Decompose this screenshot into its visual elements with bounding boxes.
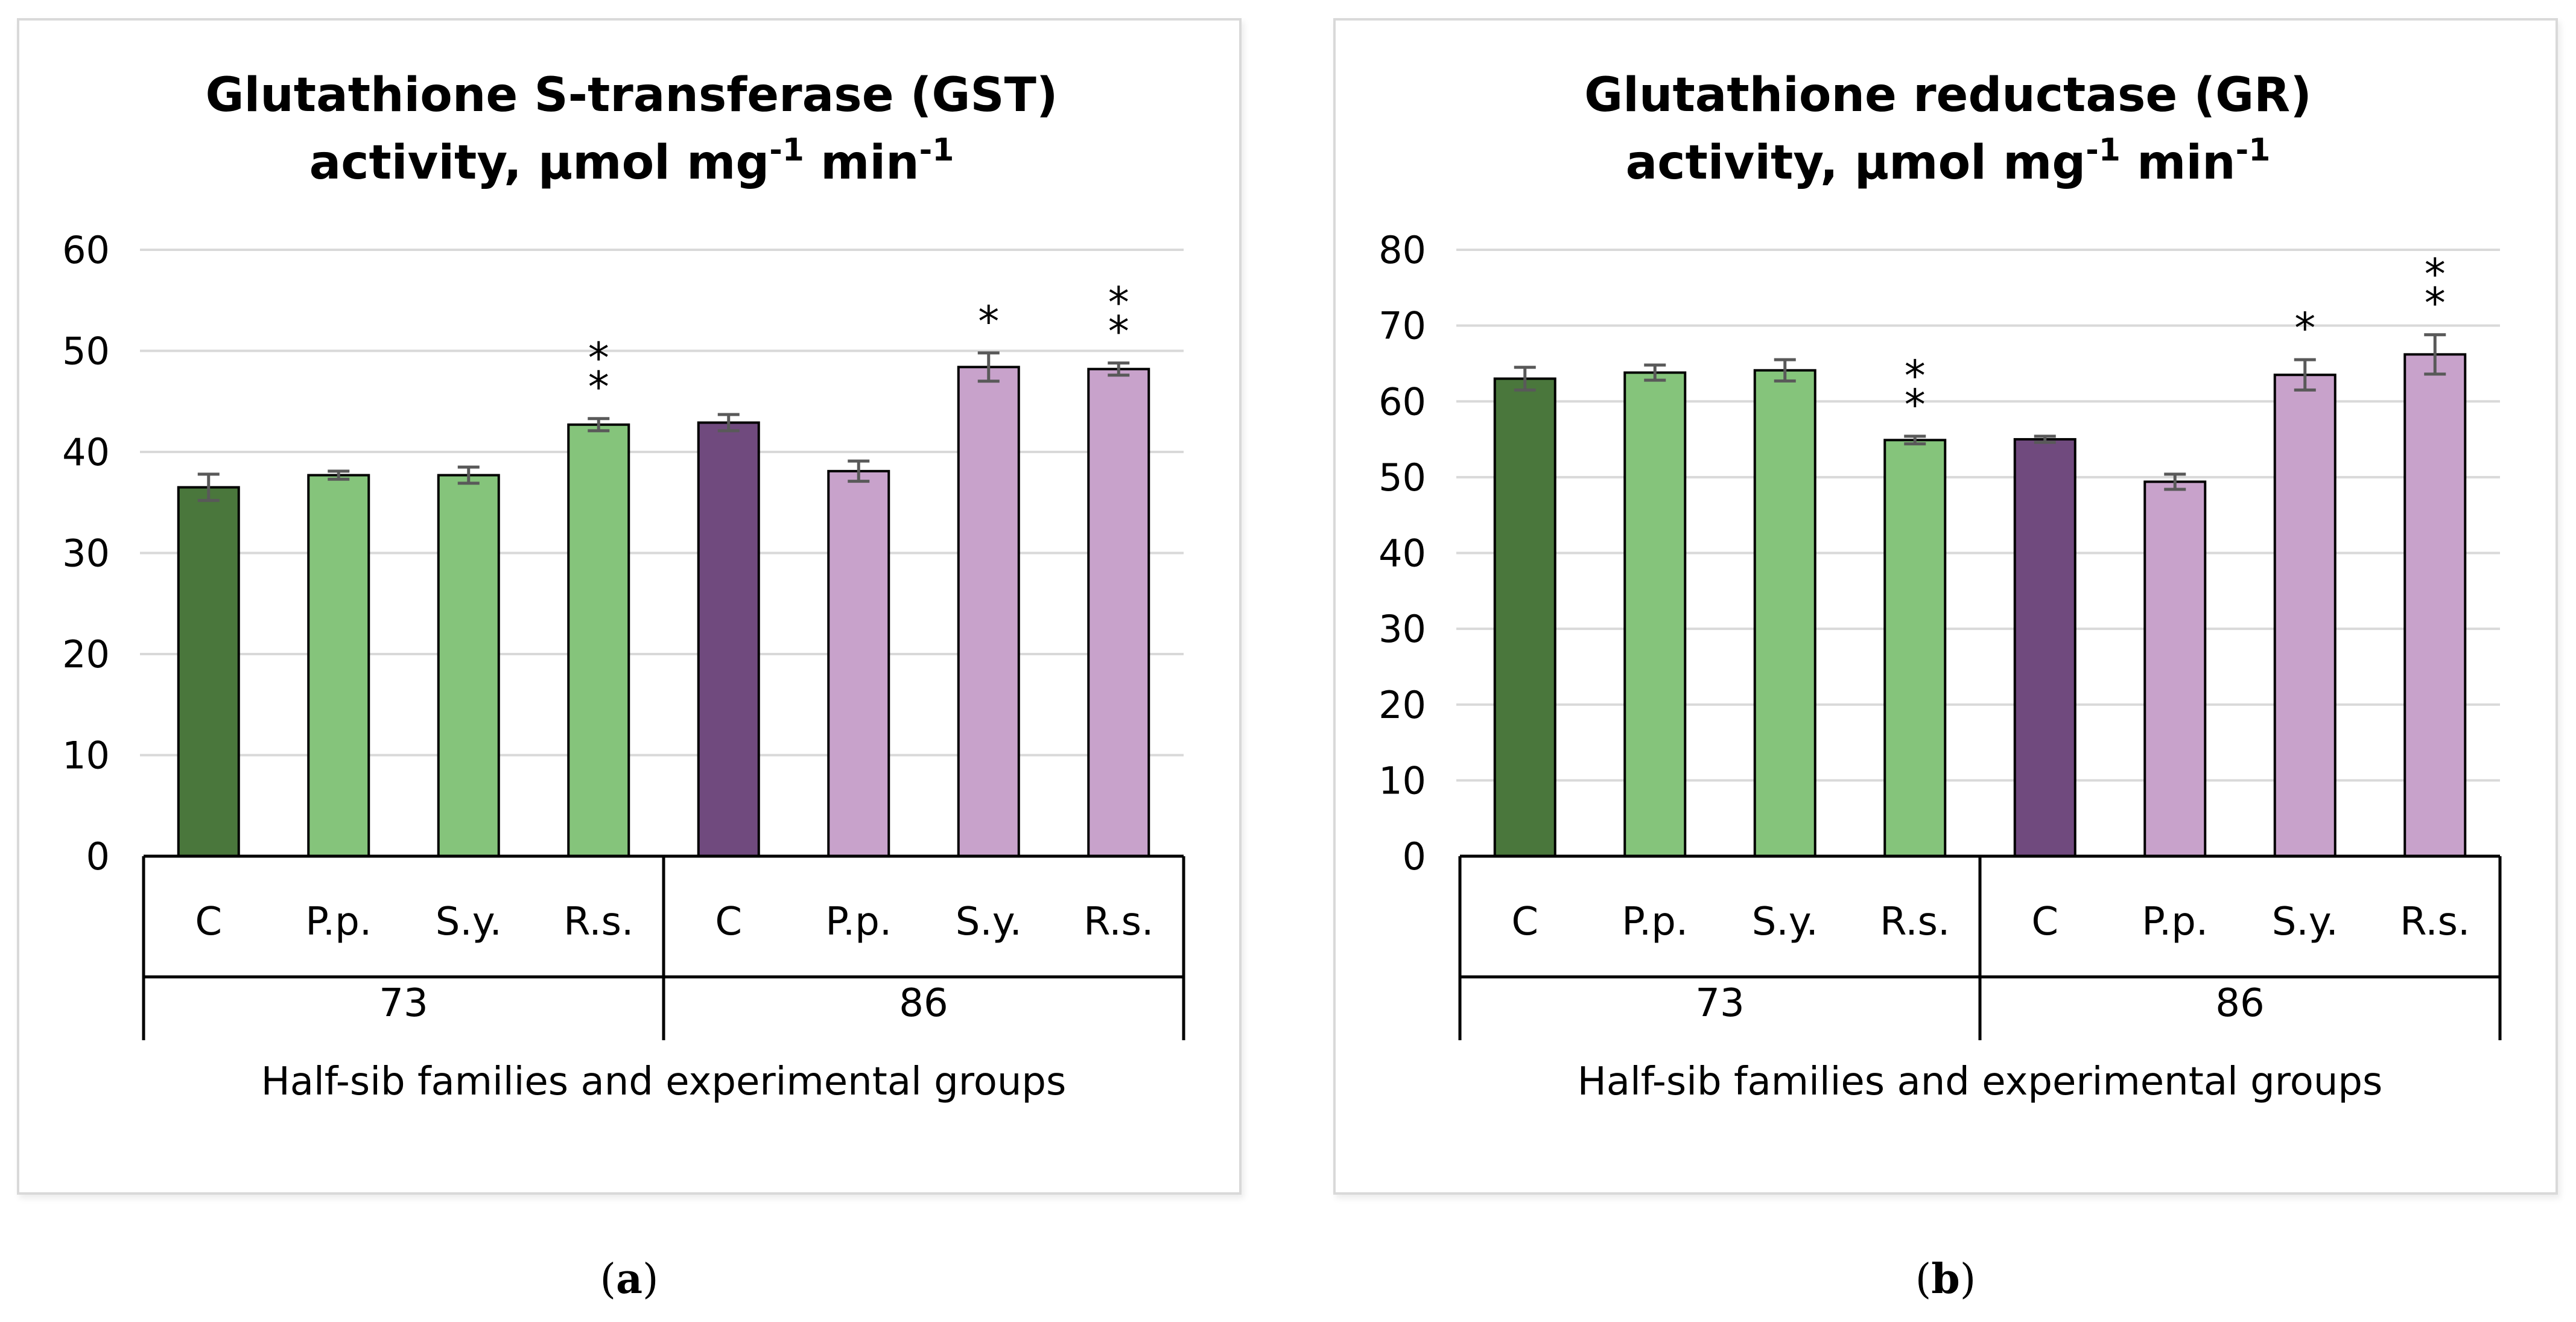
significance-star: * xyxy=(1108,278,1129,328)
chart-title-part: -1 xyxy=(2236,132,2271,168)
bar xyxy=(957,366,1020,857)
group-label: 86 xyxy=(2215,981,2264,1026)
bar xyxy=(697,421,760,857)
bar xyxy=(1493,377,1556,857)
significance-star: * xyxy=(978,297,999,346)
bar xyxy=(2013,438,2076,857)
chart-title-part: -1 xyxy=(919,132,954,168)
chart-title-part: min xyxy=(2121,136,2236,190)
significance-star: * xyxy=(1108,307,1129,357)
panel-caption-a: (a) xyxy=(600,1255,659,1303)
significance-marker: * * xyxy=(588,334,609,412)
y-tick-label: 50 xyxy=(1378,456,1426,500)
significance-marker: * xyxy=(2294,303,2315,353)
y-tick-label: 60 xyxy=(62,228,110,272)
significance-star: * xyxy=(588,363,609,412)
chart-title-part: -1 xyxy=(2086,132,2121,168)
significance-marker: * * xyxy=(2425,250,2446,328)
significance-marker: * * xyxy=(1905,351,1926,430)
significance-marker: * * xyxy=(1108,278,1129,357)
y-tick-label: 20 xyxy=(62,632,110,676)
chart-title-line1: Glutathione S-transferase (GST) xyxy=(206,68,1058,122)
y-tick-label: 30 xyxy=(1378,607,1426,651)
y-tick-label: 10 xyxy=(1378,758,1426,802)
y-tick-label: 40 xyxy=(1378,532,1426,576)
category-label: R.s. xyxy=(2400,900,2470,944)
bar xyxy=(2273,373,2336,857)
bar xyxy=(1623,371,1687,857)
y-tick-label: 0 xyxy=(1403,834,1426,879)
chart-title-line2: activity, µmol mg-1 min-1 xyxy=(309,132,954,190)
bar xyxy=(177,486,240,857)
bar xyxy=(2143,480,2207,857)
significance-star: * xyxy=(588,334,609,383)
bar xyxy=(567,423,630,857)
x-axis-title: Half-sib families and experimental group… xyxy=(1578,1060,2383,1104)
chart-title-part: min xyxy=(804,136,919,190)
significance-star: * xyxy=(2294,303,2315,353)
category-label: S.y. xyxy=(2272,900,2338,944)
bar xyxy=(1753,369,1816,857)
bar xyxy=(1883,439,1947,857)
y-tick-label: 20 xyxy=(1378,683,1426,727)
category-label: S.y. xyxy=(956,900,1022,944)
chart-title-line2: activity, µmol mg-1 min-1 xyxy=(1626,132,2271,190)
x-axis-title: Half-sib families and experimental group… xyxy=(261,1060,1067,1104)
chart-panel-a: Glutathione S-transferase (GST) activity,… xyxy=(17,18,1242,1195)
y-tick-label: 70 xyxy=(1378,304,1426,348)
category-label: C xyxy=(2031,900,2058,944)
y-tick-label: 80 xyxy=(1378,228,1426,272)
chart-title-line1: Glutathione reductase (GR) xyxy=(1584,68,2312,122)
group-label: 73 xyxy=(1695,981,1744,1026)
bar xyxy=(437,474,500,857)
group-label: 73 xyxy=(379,981,428,1026)
chart-a-svg: Glutathione S-transferase (GST) activity,… xyxy=(62,68,1185,1104)
chart-panel-b: Glutathione reductase (GR) activity, µmol… xyxy=(1333,18,2558,1195)
category-label: P.p. xyxy=(1622,900,1688,944)
chart-title-part: -1 xyxy=(769,132,804,168)
significance-star: * xyxy=(1905,351,1926,401)
category-label: C xyxy=(715,900,742,944)
significance-star: * xyxy=(1905,380,1926,430)
category-label: P.p. xyxy=(825,900,892,944)
category-label: S.y. xyxy=(436,900,502,944)
category-label: P.p. xyxy=(305,900,372,944)
significance-star: * xyxy=(2425,279,2446,328)
chart-b-svg: Glutathione reductase (GR) activity, µmol… xyxy=(1378,68,2502,1104)
y-tick-label: 0 xyxy=(86,834,110,879)
group-label: 86 xyxy=(899,981,948,1026)
category-label: C xyxy=(195,900,222,944)
significance-marker: * xyxy=(978,297,999,346)
category-label: C xyxy=(1511,900,1538,944)
bar xyxy=(307,474,370,857)
category-label: S.y. xyxy=(1752,900,1818,944)
panel-label-a: a xyxy=(615,1255,643,1303)
bar xyxy=(827,469,890,857)
significance-star: * xyxy=(2425,250,2446,299)
panel-caption-b: (b) xyxy=(1915,1255,1976,1303)
category-label: R.s. xyxy=(1083,900,1153,944)
y-tick-label: 30 xyxy=(62,532,110,576)
category-label: R.s. xyxy=(1880,900,1950,944)
chart-title-part: activity, µmol mg xyxy=(1626,136,2086,190)
bar xyxy=(1087,367,1150,857)
bar xyxy=(2403,353,2467,857)
panel-label-b: b xyxy=(1931,1255,1960,1303)
y-tick-label: 10 xyxy=(62,734,110,778)
category-label: R.s. xyxy=(563,900,633,944)
y-tick-label: 50 xyxy=(62,329,110,373)
y-tick-label: 60 xyxy=(1378,380,1426,424)
y-tick-label: 40 xyxy=(62,430,110,474)
chart-title-part: activity, µmol mg xyxy=(309,136,770,190)
category-label: P.p. xyxy=(2142,900,2208,944)
